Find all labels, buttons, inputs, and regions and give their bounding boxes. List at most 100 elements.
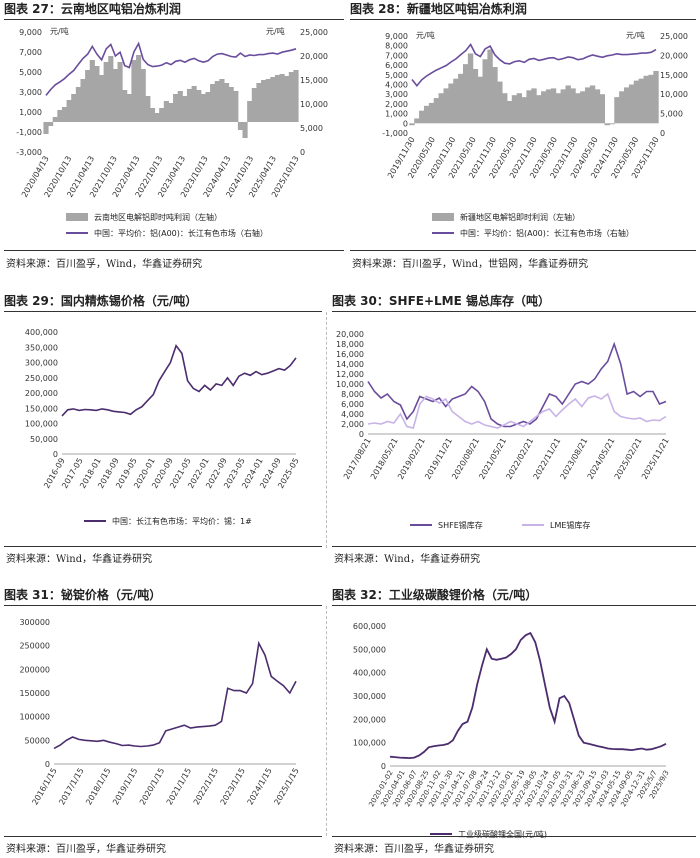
profit-bar: [61, 107, 68, 122]
profit-bar: [502, 93, 508, 124]
y-tick-label: 20,000: [336, 330, 364, 339]
profit-bar: [186, 89, 193, 122]
series-line-1: [61, 344, 297, 417]
profit-bar: [580, 91, 586, 124]
profit-bar: [219, 79, 225, 122]
chart-title: 图表 29：国内精炼锡价格（元/吨）: [4, 294, 198, 308]
profit-bar: [256, 83, 262, 122]
source-rule: [350, 250, 696, 251]
profit-bar: [288, 72, 294, 122]
profit-bar: [43, 122, 49, 134]
profit-bar: [80, 79, 86, 122]
profit-bar: [196, 90, 202, 122]
left-y-tick-label: 3,000: [385, 90, 408, 99]
profit-bar: [482, 59, 488, 124]
profit-bar: [599, 94, 606, 124]
profit-bar: [619, 91, 625, 124]
profit-bar: [57, 110, 63, 122]
panel-divider: [326, 606, 327, 836]
title-rule: [4, 19, 344, 20]
source-note: 资料来源：Wind，华鑫证券研究: [334, 554, 481, 565]
profit-bar: [536, 95, 542, 124]
profit-bar: [265, 79, 271, 122]
profit-bar: [89, 60, 95, 122]
y-tick-label: 16,000: [336, 350, 364, 359]
profit-bar: [159, 108, 165, 122]
chart-lithium-carbonate-price: 0 100,000 200,000 300,000 400,000 500,000 600,…: [353, 622, 671, 839]
profit-bar: [112, 69, 119, 122]
x-tick-label: 2019/1/15: [111, 767, 139, 807]
left-y-tick-label: -1,000: [16, 128, 42, 137]
profit-bar: [609, 123, 615, 125]
x-tick-label: 2019/02/21: [396, 437, 427, 481]
series-line-2: [367, 392, 667, 429]
chart-title: 图表 32：工业级碳酸锂价格（元/吨）: [332, 588, 538, 602]
profit-bar: [293, 70, 299, 122]
profit-bar: [492, 67, 498, 124]
right-y-tick-label: 10,000: [660, 90, 688, 99]
source-rule: [4, 250, 344, 251]
profit-bar: [604, 123, 610, 126]
profit-bar: [274, 75, 281, 122]
unit-label-left: 元/吨: [50, 26, 69, 36]
aluminum-price-line: [45, 41, 297, 96]
y-tick-label: 250,000: [25, 374, 58, 383]
profit-bar: [531, 88, 537, 124]
legend-label: 中国：平均价：铝(A00)：长江有色市场（右轴）: [460, 228, 634, 238]
profit-bar: [594, 89, 601, 124]
right-y-tick-label: 25,000: [300, 28, 328, 37]
profit-bar: [638, 78, 645, 124]
unit-label-right: 元/吨: [626, 30, 645, 40]
left-y-tick-label: 1,000: [385, 110, 408, 119]
right-y-tick-label: 15,000: [300, 76, 328, 85]
y-tick-label: 100,000: [25, 420, 58, 429]
profit-bar: [168, 103, 174, 122]
y-tick-label: 50,000: [30, 435, 58, 444]
left-y-tick-label: 9,000: [19, 28, 42, 37]
chart-title: 图表 31：铋锭价格（元/吨）: [4, 588, 162, 602]
y-tick-label: 200,000: [353, 715, 386, 724]
profit-bar: [648, 74, 654, 124]
profit-bar: [214, 81, 220, 122]
y-tick-label: 14,000: [336, 360, 364, 369]
profit-bar: [140, 69, 146, 122]
legend-swatch: [432, 213, 454, 221]
panel-tin-inventory: 图表 30：SHFE+LME 锡总库存（吨） 0 2,000 4,000 6,000 8…: [332, 292, 696, 565]
left-y-tick-label: 6,000: [385, 61, 408, 70]
legend-swatch: [66, 213, 88, 221]
legend-label: 工业级碳酸锂全国(元/吨): [458, 829, 547, 839]
panel-bismuth-price: 图表 31：铋锭价格（元/吨） 0 50000 100000 150000 200000…: [4, 586, 322, 855]
x-tick-label: 2023/08/21: [559, 437, 590, 481]
source-rule: [332, 546, 696, 547]
legend-label: 中国：长江有色市场：平均价：锡：1#: [112, 516, 252, 526]
profit-bar: [233, 91, 239, 122]
profit-bar: [516, 93, 523, 124]
chart-refined-tin-price: 0 50,000 100,000 150,000 200,000 250,000 300,0…: [25, 328, 301, 526]
profit-bar: [555, 93, 562, 124]
chart-bismuth-price: 0 50000 100000 150000 200000 250000 300000 2016…: [19, 618, 300, 807]
chart-xinjiang-aluminum-profit: -1,00001,0002,0003,0004,0005,0006,0007,0…: [382, 30, 688, 238]
profit-bar: [458, 73, 464, 124]
y-tick-label: 8,000: [341, 390, 364, 399]
profit-bar: [506, 100, 513, 124]
panel-divider: [326, 312, 327, 548]
left-y-tick-label: 0: [403, 119, 408, 128]
x-tick-label: 2017/1/15: [57, 767, 85, 807]
profit-bar: [428, 102, 435, 124]
profit-bar: [71, 94, 77, 122]
profit-bar: [565, 85, 571, 124]
profit-bar: [163, 101, 169, 122]
source-note: 资料来源：Wind，华鑫证券研究: [6, 554, 153, 565]
unit-label-left: 元/吨: [416, 30, 435, 40]
profit-bar: [205, 92, 211, 122]
x-tick-label: 2022/11/21: [532, 437, 563, 481]
y-tick-label: 2,000: [341, 420, 364, 429]
profit-bar: [589, 85, 596, 124]
right-y-tick-label: 5,000: [660, 110, 683, 119]
legend-label: LME锡库存: [550, 520, 590, 530]
chart-title: 图表 30：SHFE+LME 锡总库存（吨）: [332, 294, 550, 308]
source-note: 资料来源：百川盈孚，华鑫证券研究: [334, 844, 494, 855]
y-tick-label: 600,000: [353, 622, 386, 631]
profit-bar: [414, 118, 420, 124]
profit-bar: [52, 117, 58, 122]
